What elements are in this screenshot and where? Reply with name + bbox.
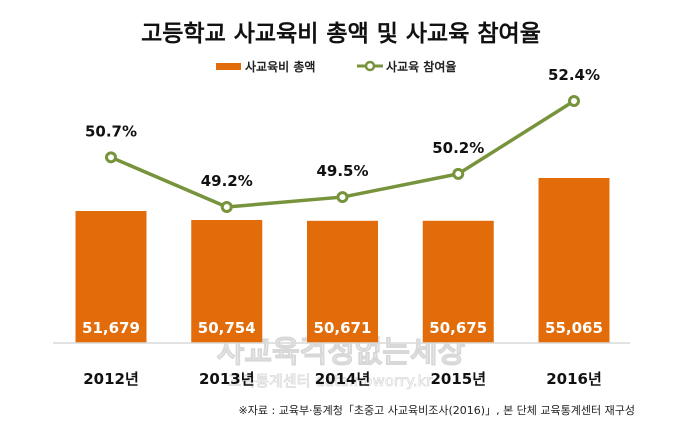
line-value-label: 50.2% (432, 139, 484, 157)
line-value-label: 50.7% (85, 122, 137, 140)
x-tick-label: 2013년 (199, 370, 255, 388)
bar-value-label: 51,679 (82, 319, 140, 337)
legend-line-marker (364, 60, 376, 72)
bar (538, 178, 610, 343)
line-value-label: 49.2% (201, 172, 253, 190)
line-point (105, 151, 117, 164)
source-note: ※자료 : 교육부·통계청「초중고 사교육비조사(2016)」, 본 단체 교육… (239, 404, 635, 417)
bar (191, 220, 263, 343)
bar-value-label: 50,754 (198, 319, 256, 337)
bar (75, 211, 147, 343)
bar (307, 220, 378, 343)
category-labels: 2012년 2013년 2014년 2015년 2016년 (83, 370, 602, 388)
line-value-label: 52.4% (548, 66, 600, 84)
legend-bar-swatch (216, 63, 241, 70)
line-point (220, 201, 233, 213)
legend-line-label: 사교육 참여율 (386, 59, 456, 74)
watermark-line2: 교육통계센터 data.noworry.kr (228, 372, 434, 390)
x-tick-label: 2014년 (315, 370, 371, 388)
line-value-label: 49.5% (316, 162, 368, 180)
bar-value-label: 55,065 (545, 319, 603, 337)
legend: 사교육비 총액 사교육 참여율 (216, 59, 456, 74)
x-tick-label: 2012년 (83, 370, 139, 388)
bar-value-label: 50,671 (314, 319, 372, 337)
bar (422, 220, 494, 343)
bar-value-label: 50,675 (429, 319, 487, 337)
line-point (336, 191, 349, 204)
bars: 51,679 50,754 50,671 50,675 55,065 (75, 178, 610, 343)
chart-title: 고등학교 사교육비 총액 및 사교육 참여율 (141, 21, 541, 47)
legend-bar-label: 사교육비 총액 (245, 59, 315, 74)
line-point (452, 167, 465, 180)
x-tick-label: 2016년 (546, 370, 602, 388)
line-series: 50.7% 49.2% 49.5% 50.2% 52.4% (85, 66, 600, 213)
x-tick-label: 2015년 (430, 370, 486, 388)
line-point (568, 95, 580, 107)
